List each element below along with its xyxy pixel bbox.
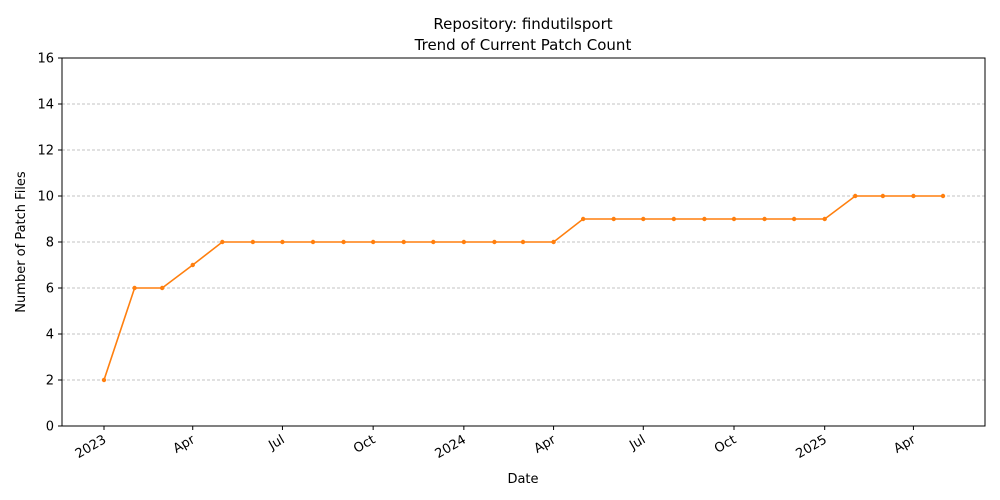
- y-tick-label: 0: [46, 420, 54, 435]
- x-tick-label: Oct: [351, 432, 378, 456]
- x-tick-label: Apr: [532, 432, 560, 457]
- data-point: [220, 239, 225, 245]
- data-point: [551, 239, 556, 245]
- data-point: [431, 239, 436, 245]
- data-point: [250, 239, 256, 245]
- data-point: [731, 216, 737, 222]
- data-point: [611, 216, 616, 222]
- x-tick-label: Jul: [265, 432, 287, 453]
- data-point: [762, 216, 767, 222]
- series-line-group: [101, 193, 946, 383]
- x-tick-label: 2023: [73, 432, 109, 462]
- x-tick-label: 2025: [794, 432, 830, 462]
- data-point: [190, 262, 195, 268]
- y-tick-label: 10: [37, 190, 54, 205]
- y-axis-ticks: 0 2 4 6 8 10 12 14 16: [37, 52, 62, 435]
- x-tick-label: 2024: [433, 432, 469, 462]
- x-tick-label: Oct: [712, 432, 739, 456]
- data-point: [880, 193, 886, 199]
- data-point: [341, 239, 346, 245]
- data-point: [580, 216, 586, 222]
- data-point: [671, 216, 677, 222]
- y-tick-label: 6: [46, 282, 54, 297]
- data-point: [101, 377, 107, 383]
- data-point: [370, 239, 376, 245]
- data-point: [702, 216, 707, 222]
- y-tick-label: 8: [46, 236, 54, 251]
- x-tick-label: Apr: [891, 432, 919, 457]
- x-tick-label: Apr: [171, 432, 199, 457]
- data-point: [401, 239, 406, 245]
- data-point: [911, 193, 916, 199]
- y-tick-label: 16: [37, 52, 54, 67]
- x-axis-label: Date: [507, 472, 538, 487]
- plot-frame: [61, 57, 986, 427]
- y-tick-label: 2: [46, 374, 54, 389]
- y-axis-label: Number of Patch Files: [14, 171, 29, 313]
- data-point: [940, 193, 946, 199]
- data-point: [791, 216, 797, 222]
- data-point: [280, 239, 285, 245]
- y-tick-label: 4: [46, 328, 54, 343]
- data-point: [822, 216, 827, 222]
- data-point: [492, 239, 497, 245]
- y-tick-label: 14: [37, 98, 54, 113]
- x-tick-label: Jul: [626, 432, 648, 453]
- data-point: [853, 193, 858, 199]
- chart-subtitle: Trend of Current Patch Count: [414, 36, 632, 54]
- data-point: [520, 239, 526, 245]
- data-point: [310, 239, 316, 245]
- y-tick-label: 12: [37, 144, 54, 159]
- data-point: [641, 216, 646, 222]
- chart-title: Repository: findutilsport: [433, 15, 612, 33]
- data-point: [132, 285, 137, 291]
- x-axis-ticks: 2023 Apr Jul Oct 2024 Apr Jul Oct 2025 Apr: [73, 426, 919, 462]
- data-point: [461, 239, 467, 245]
- data-point: [159, 285, 165, 291]
